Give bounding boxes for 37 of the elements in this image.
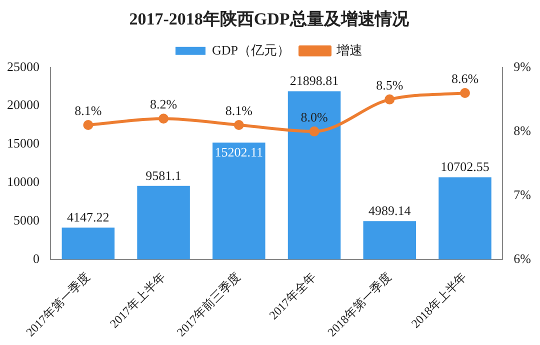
data-label: 8.5%: [376, 77, 404, 92]
legend-label: GDP（亿元）: [212, 42, 290, 58]
point: [460, 88, 470, 98]
data-label: 8.2%: [150, 96, 178, 112]
point: [234, 120, 244, 130]
data-label: 10702.55: [440, 159, 490, 174]
y-tick-label: 25000: [7, 58, 40, 74]
bar: [212, 142, 266, 260]
y2-tick-label: 6%: [514, 250, 532, 266]
y-tick-label: 15000: [7, 136, 40, 151]
point: [83, 120, 94, 130]
y-tick-label: 20000: [7, 97, 40, 112]
data-label: 8.1%: [225, 102, 253, 118]
bar: [62, 228, 115, 260]
y-tick-label: 5000: [14, 212, 40, 228]
data-label: 4989.14: [368, 203, 412, 218]
data-label: 21898.81: [290, 73, 339, 88]
y-tick-label: 10000: [7, 174, 40, 190]
data-label: 8.1%: [74, 102, 102, 118]
data-label: 4147.22: [67, 209, 110, 224]
legend-label: 增速: [336, 42, 363, 58]
chart-title: 2017-2018年陕西GDP总量及增速情况: [129, 10, 410, 29]
data-label: 8.6%: [451, 70, 479, 86]
bar: [438, 177, 492, 260]
data-label: 9581.1: [146, 168, 182, 183]
point: [158, 114, 169, 124]
data-label: 15202.11: [214, 144, 264, 160]
point: [384, 94, 395, 104]
y-tick-label: 0: [33, 250, 40, 266]
y2-tick-label: 9%: [514, 58, 532, 74]
bar: [288, 91, 341, 260]
y2-tick-label: 8%: [514, 122, 532, 138]
point: [309, 126, 320, 136]
bar: [137, 186, 190, 260]
bar: [363, 221, 416, 260]
data-label: 8.0%: [300, 109, 328, 124]
y2-tick-label: 7%: [514, 186, 532, 202]
